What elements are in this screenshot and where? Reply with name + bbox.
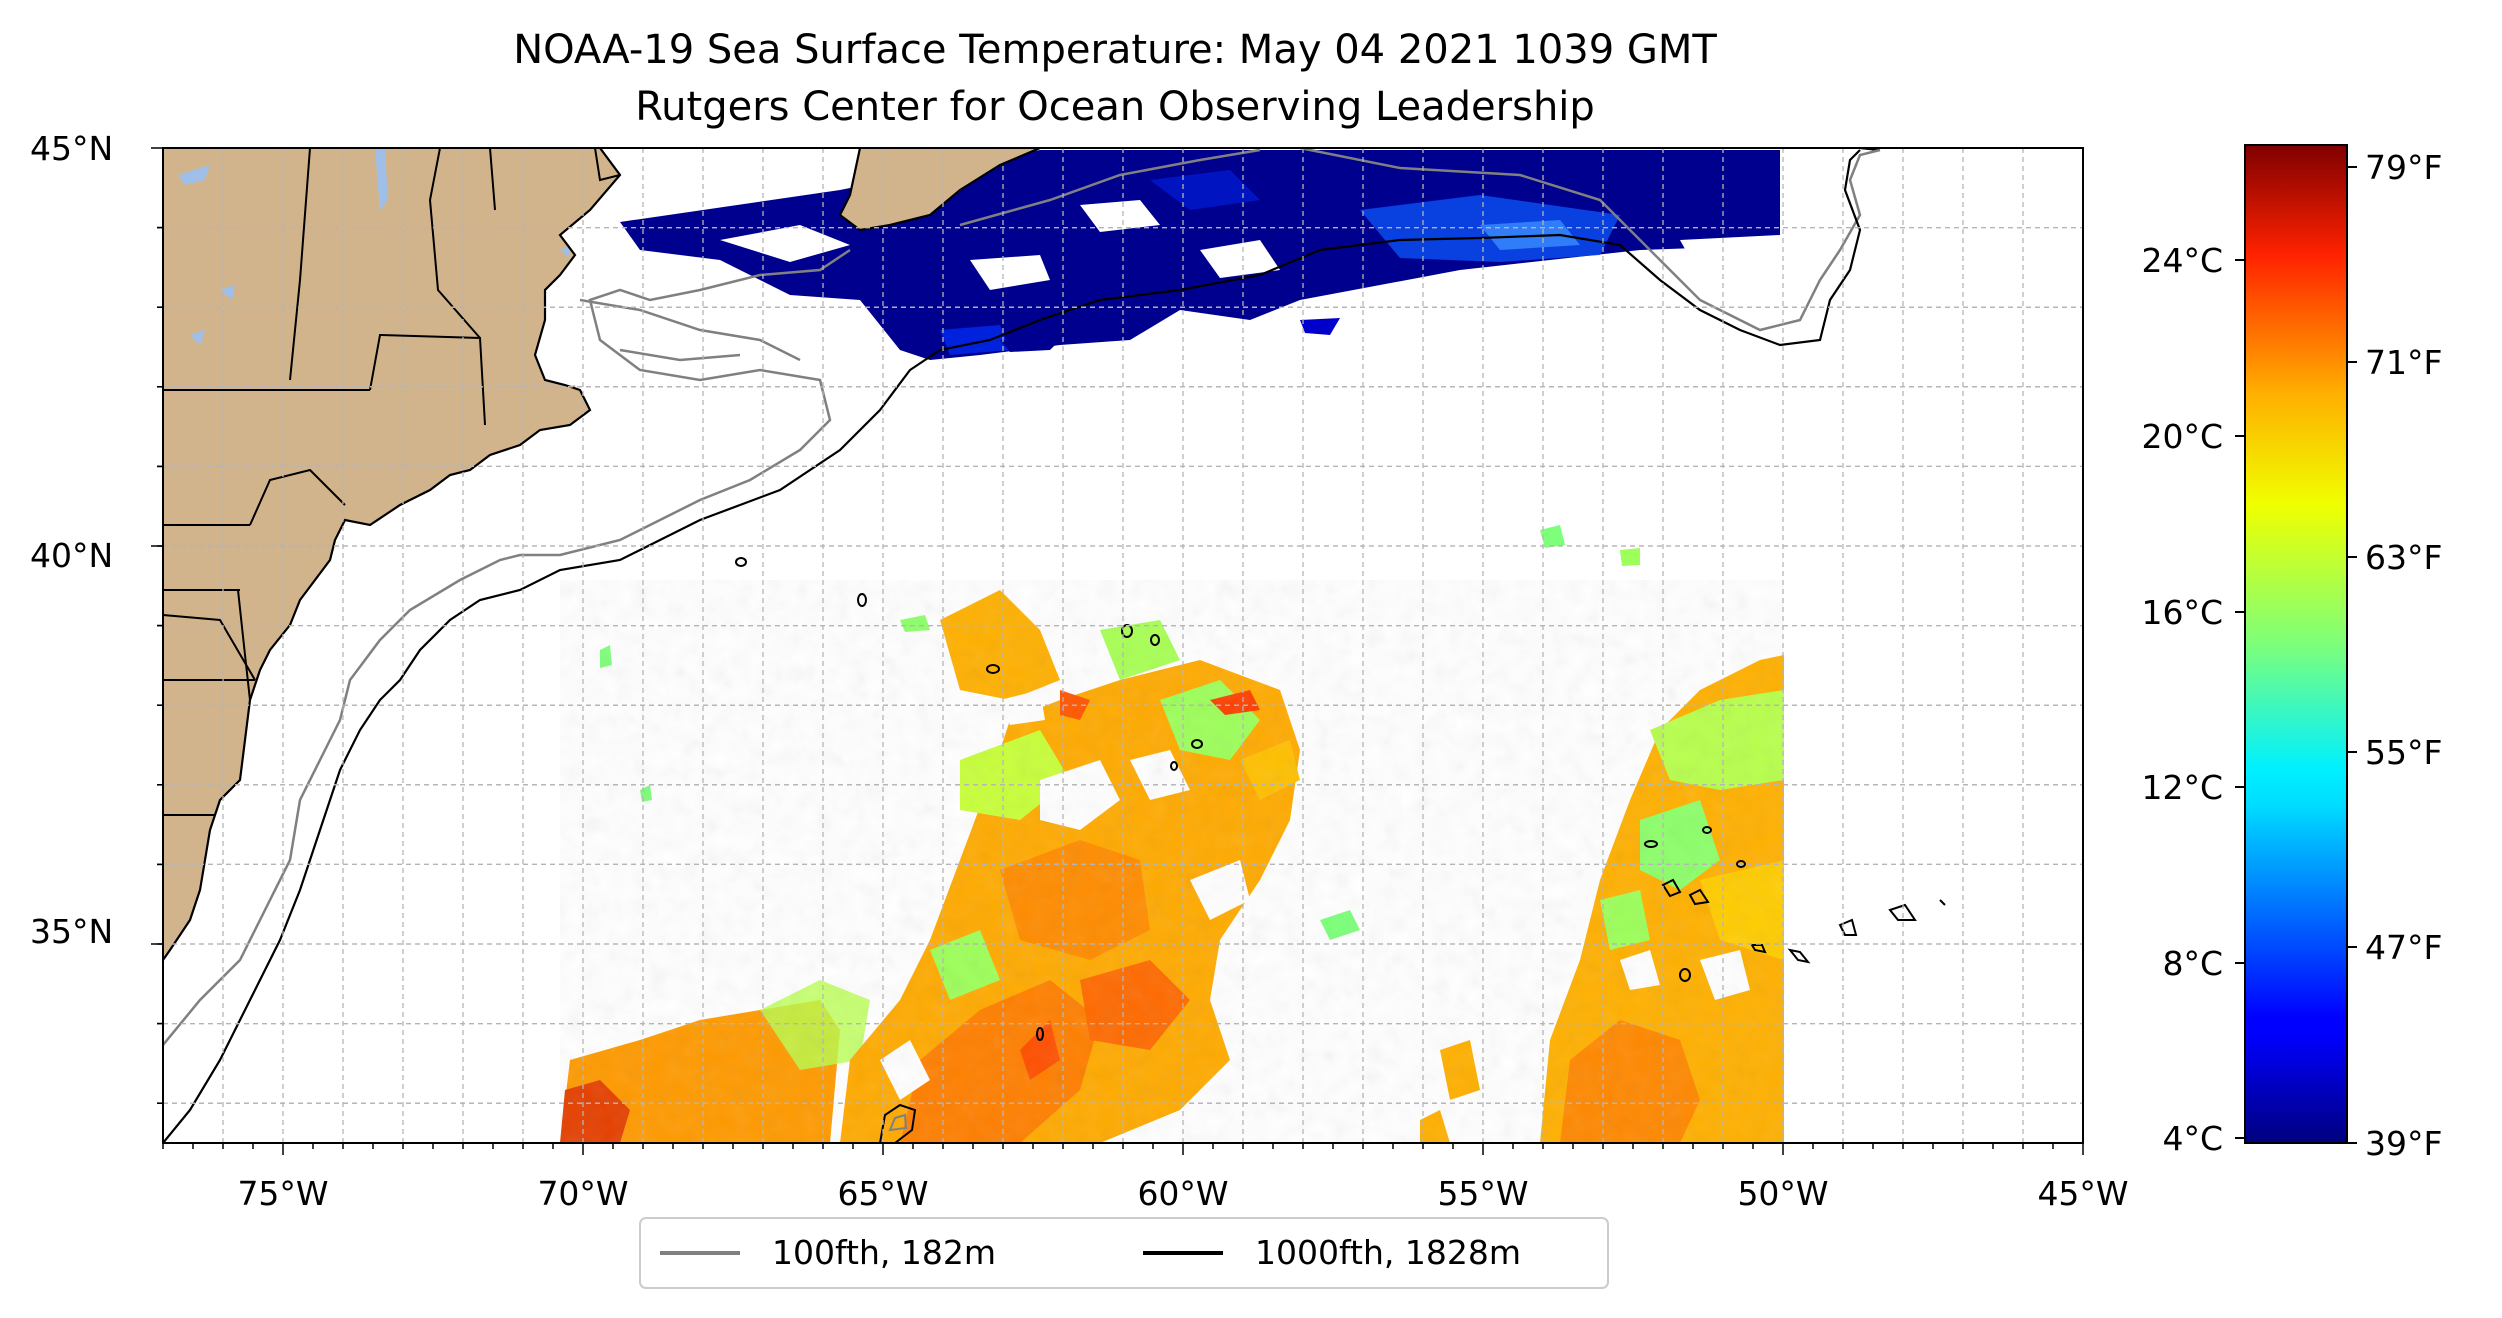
- colorbar-f-label-39: 39°F: [2365, 1124, 2442, 1163]
- lake: [178, 165, 210, 185]
- nova-scotia-land: [840, 148, 1040, 230]
- colorbar-celsius-ticks: [2235, 259, 2245, 1139]
- title-line-2: Rutgers Center for Ocean Observing Leade…: [635, 84, 1595, 130]
- lake: [375, 150, 388, 210]
- isobath-100fth: [163, 148, 1881, 1046]
- cloud-gaps-north: [720, 200, 1780, 290]
- lon-label-75: 75°W: [237, 1174, 328, 1213]
- colorbar-gradient: [2244, 144, 2348, 1144]
- colorbar-f-label-71: 71°F: [2365, 343, 2442, 382]
- lat-label-40: 40°N: [30, 536, 113, 575]
- lon-label-55: 55°W: [1437, 1174, 1528, 1213]
- colorbar-c-label-12: 12°C: [2141, 768, 2223, 807]
- lake: [560, 246, 570, 258]
- colorbar-f-label-63: 63°F: [2365, 538, 2442, 577]
- colorbar-c-label-8: 8°C: [2162, 944, 2223, 983]
- colorbar-f-label-47: 47°F: [2365, 928, 2442, 967]
- isobath-legend: 100fth, 182m 1000fth, 1828m: [639, 1217, 1609, 1289]
- lon-label-65: 65°W: [837, 1174, 928, 1213]
- lat-label-45: 45°N: [30, 129, 113, 168]
- colorbar: 24°C 20°C 16°C 12°C 8°C 4°C 79°F 71°F 63…: [2141, 144, 2442, 1163]
- lon-tick-labels: 75°W 70°W 65°W 60°W 55°W 50°W 45°W: [237, 1174, 2128, 1213]
- colorbar-c-label-16: 16°C: [2141, 593, 2223, 632]
- map-axis-ticks: [151, 147, 2084, 1155]
- lat-label-35: 35°N: [30, 912, 113, 951]
- legend-label-1000fth: 1000fth, 1828m: [1255, 1233, 1521, 1272]
- state-borders: [163, 148, 621, 816]
- legend-box: [639, 1217, 1609, 1289]
- lon-label-50: 50°W: [1737, 1174, 1828, 1213]
- lake: [220, 285, 235, 300]
- lon-label-70: 70°W: [537, 1174, 628, 1213]
- us-east-coast-land: [163, 148, 620, 960]
- long-island-land: [345, 470, 430, 510]
- colorbar-c-label-24: 24°C: [2141, 241, 2223, 280]
- lat-tick-labels: 45°N 40°N 35°N: [30, 129, 113, 951]
- colorbar-c-label-4: 4°C: [2162, 1119, 2223, 1158]
- legend-label-100fth: 100fth, 182m: [772, 1233, 996, 1272]
- lake: [190, 330, 205, 345]
- lon-label-45: 45°W: [2037, 1174, 2128, 1213]
- colorbar-c-label-20: 20°C: [2141, 417, 2223, 456]
- sst-texture: [560, 580, 1784, 1143]
- gridlines: [163, 148, 2083, 1143]
- colorbar-f-label-55: 55°F: [2365, 733, 2442, 772]
- seamount-contours: [735, 557, 1946, 1143]
- lon-label-60: 60°W: [1137, 1174, 1228, 1213]
- colorbar-fahrenheit-ticks: [2347, 166, 2357, 1144]
- map-panel: [163, 148, 2083, 1143]
- land-masses: [163, 148, 1040, 960]
- title-line-1: NOAA-19 Sea Surface Temperature: May 04 …: [513, 27, 1717, 73]
- cape-cod-land: [550, 385, 580, 410]
- colorbar-f-label-79: 79°F: [2365, 148, 2442, 187]
